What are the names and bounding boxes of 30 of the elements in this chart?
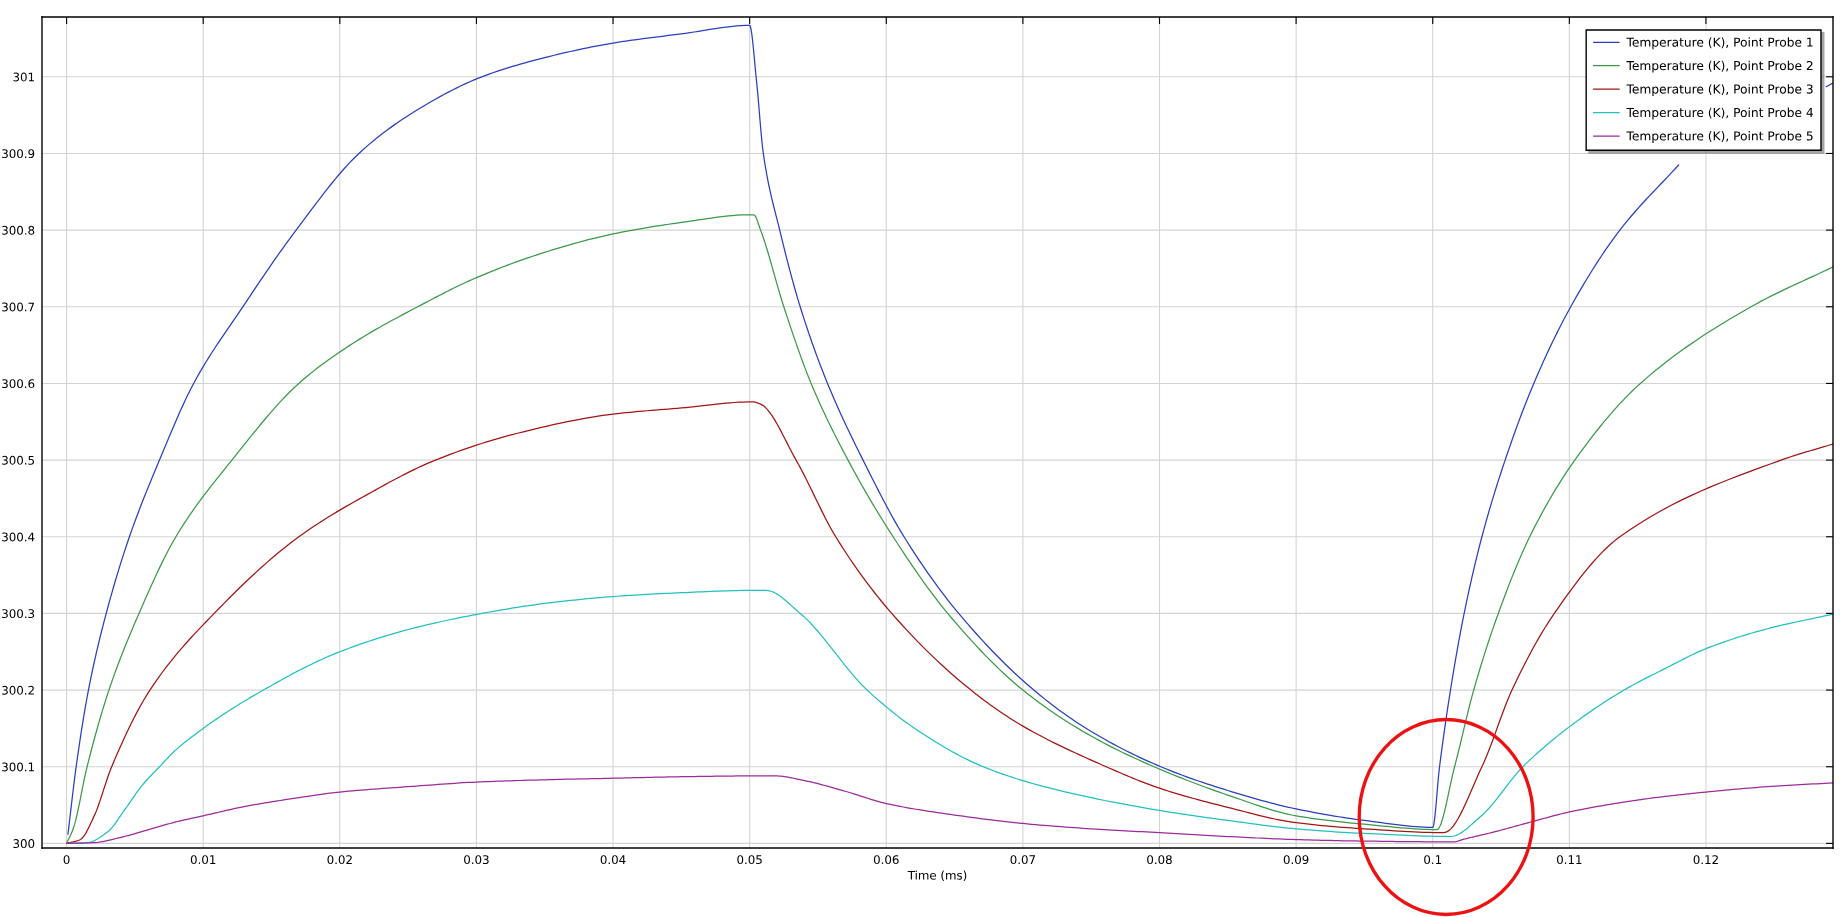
y-tick-label: 300 bbox=[13, 839, 35, 849]
x-tick-label: 0.1 bbox=[1424, 855, 1442, 865]
x-tick-label: 0.05 bbox=[737, 855, 762, 865]
x-tick-label: 0.06 bbox=[873, 855, 899, 865]
x-tick-label: 0.07 bbox=[1010, 855, 1036, 865]
y-tick-label: 300.3 bbox=[2, 609, 35, 619]
x-tick-label: 0.11 bbox=[1556, 855, 1582, 865]
x-tick-label: 0.02 bbox=[327, 855, 352, 865]
y-tick-label: 301 bbox=[13, 72, 34, 82]
x-tick-label: 0.03 bbox=[464, 855, 489, 865]
x-tick-label: 0.08 bbox=[1147, 855, 1172, 865]
y-tick-label: 300.1 bbox=[2, 762, 34, 772]
y-tick-label: 300.6 bbox=[2, 379, 35, 389]
legend-label: Temperature (K), Point Probe 4 bbox=[1626, 107, 1813, 120]
y-tick-label: 300.4 bbox=[2, 532, 35, 542]
legend-label: Temperature (K), Point Probe 5 bbox=[1626, 131, 1813, 143]
x-tick-label: 0.09 bbox=[1283, 855, 1309, 865]
legend-label: Temperature (K), Point Probe 2 bbox=[1626, 60, 1813, 73]
legend-label: Temperature (K), Point Probe 3 bbox=[1626, 84, 1813, 97]
y-tick-label: 300.2 bbox=[2, 685, 34, 695]
x-tick-label: 0 bbox=[63, 855, 70, 865]
y-tick-label: 300.9 bbox=[2, 149, 35, 159]
y-tick-label: 300.7 bbox=[2, 302, 35, 312]
x-tick-label: 0.01 bbox=[190, 855, 216, 865]
x-tick-label: 0.04 bbox=[600, 855, 626, 865]
legend-label: Temperature (K), Point Probe 1 bbox=[1626, 37, 1813, 50]
y-tick-label: 300.8 bbox=[2, 225, 35, 235]
x-tick-label: 0.12 bbox=[1693, 855, 1718, 865]
x-axis-title: Time (ms) bbox=[907, 870, 967, 882]
y-tick-label: 300.5 bbox=[2, 455, 35, 465]
